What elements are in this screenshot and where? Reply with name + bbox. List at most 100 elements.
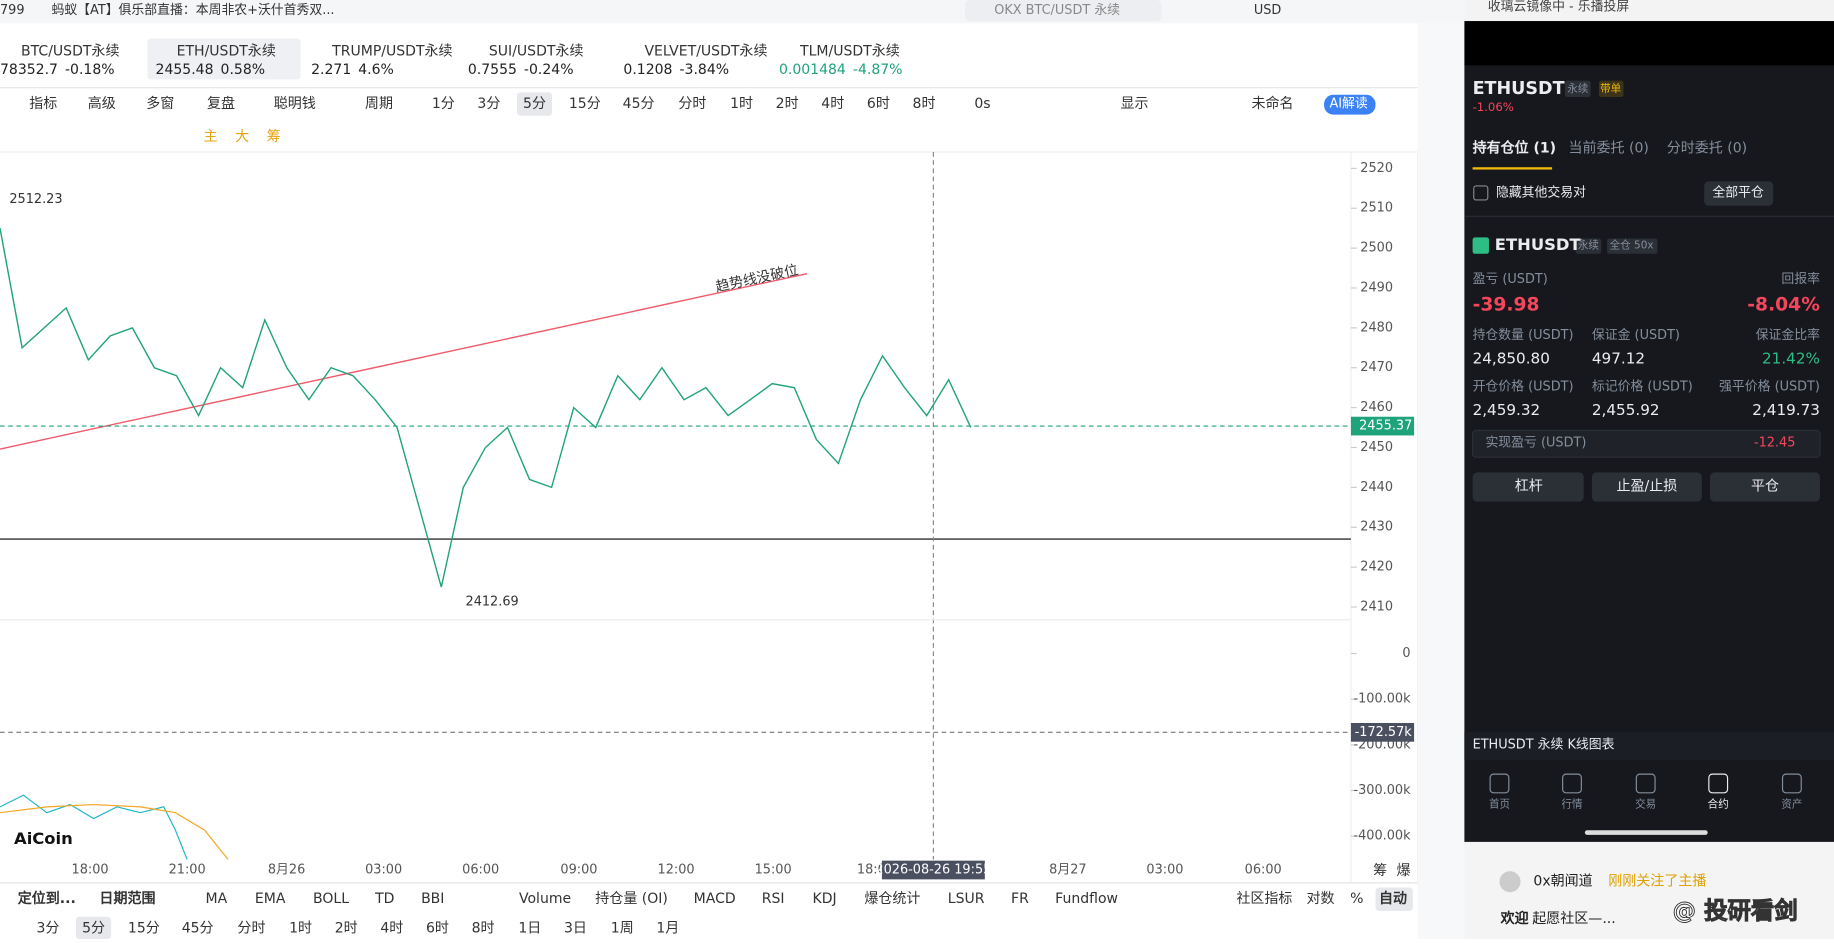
- toolbar-item[interactable]: 高级: [88, 95, 116, 112]
- tab[interactable]: 分时委托 (0): [1667, 141, 1747, 157]
- indicator-tab[interactable]: EMA: [255, 891, 286, 907]
- toolbar-item[interactable]: 多窗: [146, 95, 174, 112]
- crosshair-tag: [881, 860, 985, 880]
- period[interactable]: 5分: [82, 920, 105, 936]
- nav-item[interactable]: 合约: [1708, 798, 1729, 811]
- nav-item[interactable]: 资产: [1781, 798, 1802, 811]
- period[interactable]: 15分: [128, 920, 160, 936]
- tab[interactable]: 持有仓位 (1): [1473, 140, 1557, 157]
- indicator-tab[interactable]: LSUR: [948, 891, 985, 907]
- button[interactable]: [1591, 472, 1702, 502]
- tool-column: [1417, 23, 1465, 939]
- auto-button[interactable]: [1375, 887, 1413, 911]
- indicator-tab[interactable]: 自动: [1379, 890, 1407, 907]
- indicator-tab[interactable]: RSI: [762, 891, 785, 907]
- nav-item[interactable]: 首页: [1489, 798, 1510, 811]
- toolbar-item[interactable]: 8时: [913, 96, 936, 112]
- ticker-name[interactable]: TRUMP/USDT永续: [331, 42, 452, 59]
- label[interactable]: 爆: [1397, 863, 1411, 879]
- label[interactable]: 全部平仓: [1712, 184, 1764, 200]
- tool[interactable]: 主: [204, 129, 218, 145]
- tag: [1598, 80, 1624, 98]
- ticker-change: -0.24%: [524, 62, 574, 78]
- indicator-tab[interactable]: 对数: [1307, 891, 1335, 907]
- period[interactable]: 分时: [237, 920, 265, 936]
- period[interactable]: 45分: [182, 920, 214, 936]
- toolbar-item[interactable]: 6时: [867, 96, 890, 112]
- indicator-tab[interactable]: MACD: [694, 891, 736, 907]
- period[interactable]: 3日: [564, 920, 587, 936]
- toolbar-item[interactable]: 指标: [29, 96, 57, 112]
- toolbar-item[interactable]: 4时: [821, 96, 844, 112]
- marker-tag: [1350, 722, 1415, 742]
- button-label[interactable]: 止盈/止损: [1616, 478, 1677, 494]
- button[interactable]: [1710, 472, 1820, 502]
- toolbar-item[interactable]: 15分: [569, 96, 601, 112]
- period[interactable]: 6时: [426, 920, 449, 936]
- period[interactable]: 1月: [656, 920, 679, 936]
- toolbar-item[interactable]: 未命名: [1252, 95, 1294, 112]
- label: 保证金 (USDT): [1592, 327, 1680, 343]
- toolbar-item[interactable]: 5分: [523, 96, 546, 112]
- button-label[interactable]: 杠杆: [1515, 478, 1543, 494]
- toolbar-item[interactable]: 周期: [365, 96, 393, 112]
- ticker-price: 0.7555: [468, 62, 517, 78]
- ticker-name[interactable]: VELVET/USDT永续: [644, 42, 767, 59]
- period[interactable]: 1日: [518, 920, 541, 936]
- toolbar-item[interactable]: 1分: [432, 96, 455, 112]
- label[interactable]: 筹: [1373, 862, 1387, 879]
- indicator-tab[interactable]: BBI: [421, 891, 444, 907]
- search-box[interactable]: [964, 0, 1162, 22]
- tag: [1607, 238, 1658, 254]
- indicator-tab[interactable]: Volume: [519, 891, 571, 907]
- indicator-tab[interactable]: Fundflow: [1055, 891, 1118, 907]
- toolbar-item[interactable]: 3分: [477, 96, 500, 112]
- tab[interactable]: 当前委托 (0): [1568, 140, 1648, 157]
- indicator-tab[interactable]: 爆仓统计: [864, 891, 920, 907]
- ticker-name[interactable]: BTC/USDT永续: [21, 42, 119, 59]
- button-label[interactable]: 平仓: [1751, 478, 1779, 494]
- indicator-tab[interactable]: BOLL: [313, 891, 349, 907]
- ticker-name[interactable]: SUI/USDT永续: [489, 42, 584, 59]
- nav-item[interactable]: 行情: [1561, 798, 1583, 811]
- toolbar-item[interactable]: 显示: [1121, 96, 1149, 112]
- nav-item[interactable]: 交易: [1635, 798, 1656, 811]
- toolbar-item[interactable]: 聪明钱: [274, 96, 316, 112]
- label: 强平价格 (USDT): [1719, 379, 1820, 395]
- toolbar-item[interactable]: 复盘: [207, 95, 235, 112]
- button[interactable]: [1472, 472, 1584, 502]
- label[interactable]: USD: [1254, 3, 1282, 18]
- ticker-name[interactable]: TLM/USDT永续: [799, 42, 900, 59]
- tool[interactable]: 大: [235, 129, 249, 145]
- toolbar-item[interactable]: 分时: [678, 96, 706, 112]
- indicator-tab[interactable]: FR: [1011, 891, 1029, 907]
- period[interactable]: 4时: [380, 920, 403, 936]
- period[interactable]: 3分: [36, 920, 59, 936]
- y-tick-label: 2430: [1360, 520, 1393, 535]
- indicator-tab[interactable]: TD: [374, 891, 394, 907]
- indicator-tab[interactable]: 定位到...: [18, 890, 76, 907]
- indicator-tab[interactable]: 日期范围: [99, 890, 155, 907]
- ticker-name[interactable]: ETH/USDT永续: [177, 42, 276, 59]
- toolbar-item[interactable]: 1时: [730, 96, 753, 112]
- close-all-button[interactable]: [1704, 181, 1774, 206]
- period[interactable]: 8时: [472, 920, 495, 936]
- indicator-tab[interactable]: KDJ: [813, 891, 837, 907]
- indicator-tab[interactable]: %: [1350, 891, 1363, 907]
- ai-button[interactable]: [1324, 94, 1376, 115]
- indicator-tab[interactable]: 社区指标: [1236, 891, 1292, 907]
- toolbar-item[interactable]: 45分: [623, 96, 655, 112]
- label: 保证金比率: [1756, 327, 1820, 343]
- period[interactable]: 1时: [289, 920, 312, 936]
- indicator-tab[interactable]: 持仓量 (OI): [595, 891, 668, 907]
- period[interactable]: 2时: [335, 920, 358, 936]
- tool[interactable]: 筹: [267, 128, 281, 145]
- active-ticker[interactable]: [147, 38, 301, 80]
- checkbox[interactable]: [1473, 185, 1489, 201]
- indicator-tab[interactable]: MA: [206, 891, 228, 907]
- period[interactable]: 1周: [611, 920, 634, 936]
- toolbar-item[interactable]: AI解读: [1329, 97, 1367, 112]
- toolbar-item[interactable]: 0s: [974, 96, 990, 112]
- toolbar-item[interactable]: 2时: [776, 96, 799, 112]
